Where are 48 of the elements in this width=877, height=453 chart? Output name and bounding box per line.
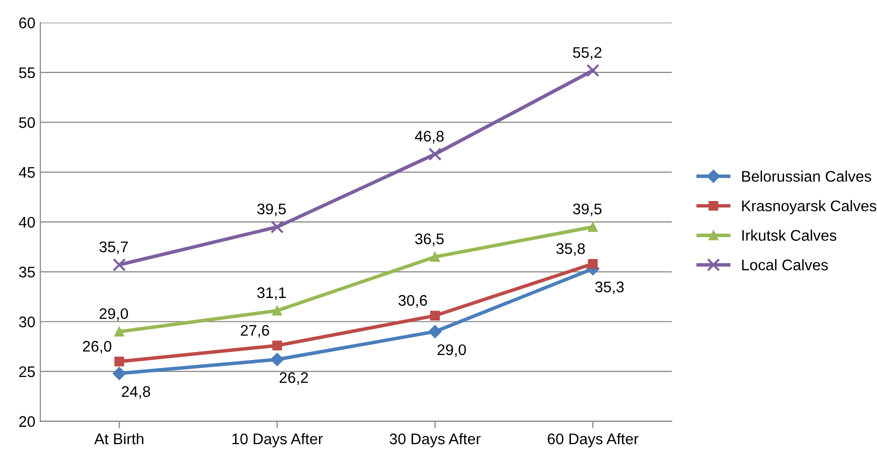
point	[272, 340, 282, 350]
data-label: 29,0	[100, 308, 128, 321]
point	[428, 148, 442, 161]
point	[588, 258, 598, 269]
x-tick-label: At Birth	[94, 433, 144, 444]
data-label: 29,0	[438, 344, 466, 357]
data-label: 26,0	[82, 340, 112, 354]
data-label: 39,5	[573, 204, 602, 216]
legend-label: Irkutsk Calves	[742, 230, 836, 241]
point	[114, 356, 124, 366]
point	[272, 306, 282, 316]
point	[270, 220, 284, 234]
point	[112, 366, 126, 380]
legend-label: Belorussian Calves	[742, 170, 872, 182]
data-label: 30,6	[398, 295, 427, 308]
y-tick-label: 60	[19, 18, 35, 28]
point	[428, 325, 442, 338]
y-tick-label: 55	[19, 68, 35, 78]
point	[112, 258, 126, 272]
y-tick-label: 45	[18, 167, 35, 178]
data-label: 35,7	[99, 241, 128, 254]
point	[430, 310, 440, 321]
y-tick-label: 20	[19, 416, 35, 427]
y-tick-label: 35	[19, 266, 35, 278]
data-label: 46,8	[414, 130, 444, 144]
data-label: 35,8	[556, 243, 585, 256]
data-label: 36,5	[415, 233, 444, 246]
x-tick-label: 10 Days After	[232, 433, 323, 448]
data-label: 39,5	[257, 204, 286, 216]
data-label: 31,1	[257, 287, 286, 300]
data-label: 26,2	[280, 372, 308, 385]
y-tick-label: 25	[19, 366, 35, 378]
data-label: 24,8	[122, 386, 150, 399]
legend-label: Krasnoyarsk Calves	[742, 200, 876, 214]
point	[270, 352, 284, 366]
legend-label: Local Calves	[742, 259, 828, 270]
x-tick-label: 30 Days After	[390, 433, 481, 448]
point	[114, 326, 124, 336]
point	[586, 64, 600, 78]
x-tick-label: 60 Days After	[548, 433, 638, 448]
y-tick-label: 30	[19, 316, 35, 328]
y-tick-label: 40	[18, 216, 35, 228]
data-label: 55,2	[573, 47, 602, 60]
point	[430, 252, 440, 262]
y-tick-label: 50	[19, 117, 35, 128]
data-label: 35,3	[595, 282, 624, 294]
data-label: 27,6	[240, 324, 270, 338]
point	[588, 222, 598, 232]
